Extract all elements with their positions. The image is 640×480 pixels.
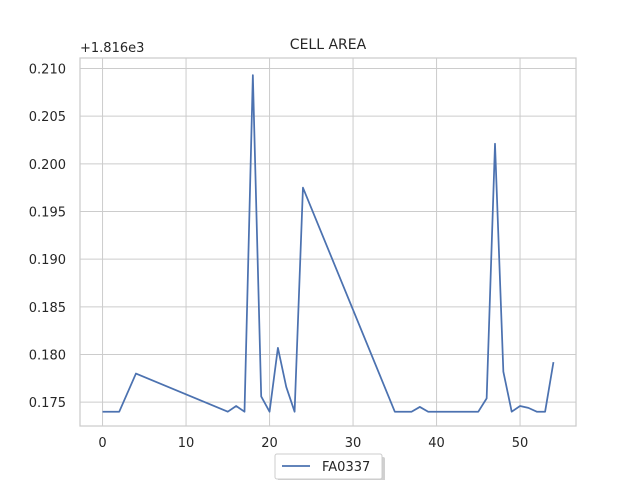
y-tick-labels: 0.175 0.180 0.185 0.190 0.195 0.200 0.205 0.210 bbox=[29, 62, 66, 411]
y-tick-label: 0.180 bbox=[29, 348, 66, 363]
y-tick-label: 0.190 bbox=[29, 253, 66, 268]
plot-area bbox=[80, 58, 576, 426]
y-tick-label: 0.200 bbox=[29, 158, 66, 173]
y-offset-label: +1.816e3 bbox=[80, 41, 144, 56]
x-tick-label: 40 bbox=[428, 436, 445, 451]
x-tick-label: 10 bbox=[178, 436, 195, 451]
legend-label: FA0337 bbox=[322, 460, 370, 475]
x-tick-label: 30 bbox=[345, 436, 362, 451]
chart-title: CELL AREA bbox=[290, 37, 367, 53]
y-tick-label: 0.210 bbox=[29, 62, 66, 77]
grid-lines bbox=[80, 58, 576, 426]
x-tick-label: 20 bbox=[261, 436, 278, 451]
y-tick-label: 0.185 bbox=[29, 301, 66, 316]
y-tick-label: 0.195 bbox=[29, 205, 66, 220]
x-tick-labels: 0 10 20 30 40 50 bbox=[98, 436, 528, 451]
legend: FA0337 bbox=[274, 453, 385, 480]
x-tick-label: 50 bbox=[512, 436, 529, 451]
series-layer bbox=[102, 74, 555, 413]
y-tick-label: 0.175 bbox=[29, 396, 66, 411]
x-tick-label: 0 bbox=[98, 436, 106, 451]
y-tick-label: 0.205 bbox=[29, 110, 66, 125]
plot-frame bbox=[79, 57, 577, 427]
legend-box bbox=[274, 453, 383, 480]
